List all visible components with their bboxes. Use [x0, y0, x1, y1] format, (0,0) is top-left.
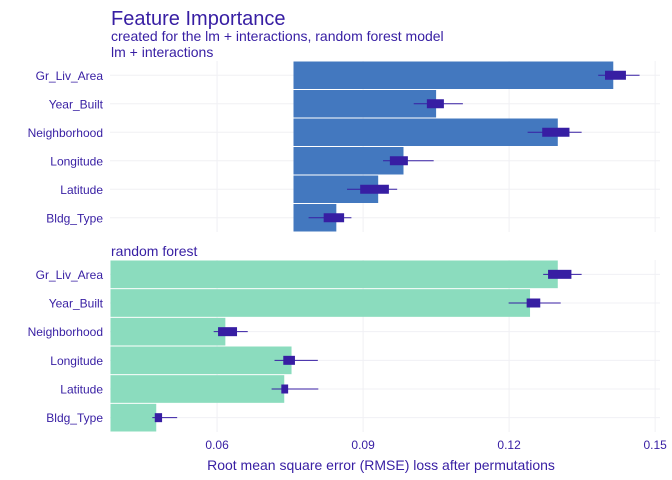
bar-0-2 — [293, 118, 558, 146]
x-tick-label: 0.09 — [351, 438, 375, 452]
box-0-4 — [360, 184, 389, 194]
chart-title: Feature Importance — [111, 8, 286, 30]
box-1-5 — [154, 413, 163, 423]
bar-0-1 — [293, 90, 437, 118]
box-0-0 — [605, 70, 626, 80]
box-1-0 — [548, 269, 572, 279]
bar-1-0 — [110, 260, 558, 289]
category-label: Bldg_Type — [46, 411, 103, 425]
box-1-4 — [281, 384, 289, 394]
box-0-5 — [323, 213, 345, 223]
category-label: Neighborhood — [28, 325, 103, 339]
box-0-3 — [389, 156, 408, 166]
category-label: Bldg_Type — [46, 211, 103, 225]
bar-1-5 — [110, 403, 157, 432]
x-tick-label: 0.12 — [497, 438, 521, 452]
bar-1-4 — [110, 375, 285, 403]
x-tick-label: 0.15 — [643, 438, 667, 452]
box-1-2 — [218, 327, 238, 337]
box-0-2 — [542, 127, 570, 137]
panel-label: random forest — [111, 243, 197, 259]
bar-1-1 — [110, 289, 531, 317]
box-0-1 — [426, 99, 444, 109]
category-label: Longitude — [50, 154, 103, 168]
x-axis-label: Root mean square error (RMSE) loss after… — [207, 457, 555, 473]
category-label: Neighborhood — [28, 126, 103, 140]
x-tick-label: 0.06 — [205, 438, 229, 452]
panel-label: lm + interactions — [111, 44, 213, 60]
bar-0-0 — [293, 61, 614, 89]
category-label: Year_Built — [49, 297, 104, 311]
chart-subtitle: created for the lm + interactions, rando… — [111, 28, 444, 44]
bar-1-2 — [110, 317, 226, 346]
box-1-3 — [283, 355, 295, 365]
category-label: Year_Built — [49, 97, 104, 111]
category-label: Longitude — [50, 354, 103, 368]
bar-1-3 — [110, 346, 292, 375]
category-label: Gr_Liv_Area — [36, 69, 104, 83]
category-label: Gr_Liv_Area — [36, 268, 104, 282]
category-label: Latitude — [60, 183, 103, 197]
category-label: Latitude — [60, 383, 103, 397]
box-1-1 — [526, 298, 541, 308]
